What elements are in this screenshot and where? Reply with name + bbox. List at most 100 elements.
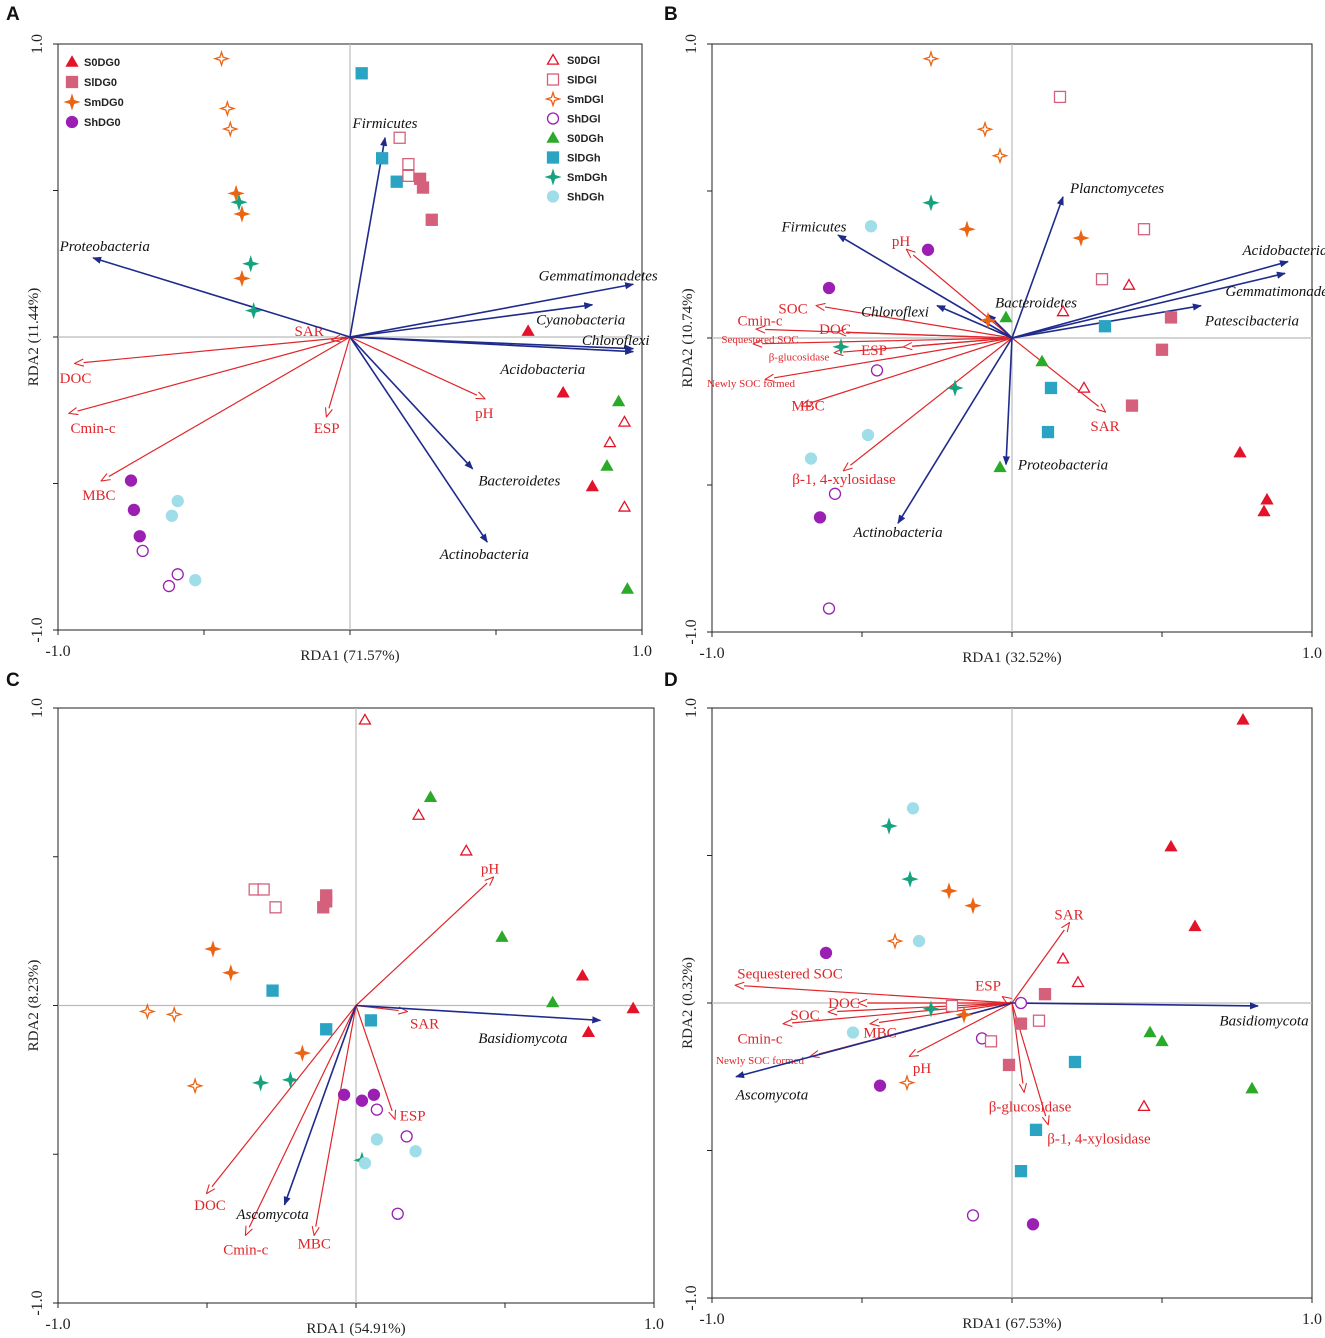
env-label: ESP — [975, 978, 1001, 994]
legend-label: SlDG0 — [84, 77, 117, 89]
x-axis-title: RDA1 (32.52%) — [962, 650, 1061, 666]
sample-point — [358, 1157, 372, 1170]
env-label: Cmin-c — [738, 313, 783, 329]
env-arrow — [904, 337, 1013, 347]
sample-point — [1056, 304, 1070, 317]
sample-point — [320, 1023, 333, 1036]
sample-point — [1095, 273, 1109, 286]
sample-point — [964, 896, 982, 915]
taxon-arrow — [355, 1004, 602, 1024]
sample-point — [822, 281, 836, 295]
sample-point — [1041, 425, 1055, 439]
sample-point — [617, 500, 632, 512]
env-label: DOC — [60, 371, 92, 387]
sample-point — [1164, 311, 1178, 324]
taxon-label: Gemmatimonadetes — [1225, 284, 1325, 300]
sample-point — [364, 1014, 378, 1027]
env-label: DOC — [194, 1198, 226, 1214]
legend-label: SlDGh — [567, 153, 601, 165]
y-tick-label: 1.0 — [683, 698, 700, 718]
taxon-label: Chloroflexi — [582, 333, 650, 349]
taxon-label: Firmicutes — [781, 219, 847, 235]
taxon-label: Ascomycota — [235, 1207, 308, 1223]
sample-point — [162, 579, 176, 593]
taxon-label: Bacteroidetes — [995, 296, 1077, 312]
env-label: MBC — [82, 488, 115, 504]
sample-point — [370, 1103, 384, 1116]
sample-point — [1032, 1014, 1046, 1027]
sample-point — [873, 1079, 887, 1092]
sample-point — [1038, 988, 1052, 1001]
env-label: Cmin-c — [738, 1031, 783, 1047]
taxon-arrow — [1011, 260, 1289, 339]
sample-point — [546, 995, 560, 1008]
sample-point — [423, 790, 438, 803]
sample-point — [495, 930, 509, 942]
env-label: Sequestered SOC — [721, 334, 798, 346]
sample-point — [864, 220, 878, 233]
sample-point — [922, 194, 940, 212]
env-label: SOC — [790, 1008, 819, 1024]
taxon-arrow — [349, 336, 474, 470]
panel-b: B -1.0 1.0 1.0 -1.0 RDA1 (32.52%) RDA2 (10.74%… — [664, 4, 1325, 666]
sample-point — [1014, 996, 1028, 1010]
env-label: β-1, 4-xylosidase — [1047, 1132, 1151, 1148]
y-tick-label: -1.0 — [683, 1285, 700, 1310]
panel-letter: D — [664, 670, 678, 691]
env-arrow — [754, 337, 1013, 344]
taxon-label: Basidiomycota — [1219, 1014, 1308, 1030]
taxon-label: Firmicutes — [352, 116, 418, 132]
sample-point — [846, 1026, 860, 1039]
x-tick-label: -1.0 — [699, 1311, 724, 1328]
legend-label: SmDGl — [567, 94, 604, 106]
env-arrow — [838, 332, 1013, 339]
legend-marker — [546, 53, 560, 65]
taxon-label: Ascomycota — [735, 1087, 808, 1103]
sample-point — [620, 582, 635, 594]
sample-point — [521, 324, 535, 336]
taxon-arrow — [349, 282, 635, 338]
sample-point — [912, 934, 926, 948]
sample-point — [1068, 1055, 1082, 1069]
sample-point — [1233, 445, 1247, 458]
legend-label: ShDGl — [567, 114, 601, 126]
sample-point — [901, 870, 919, 888]
sample-point — [425, 213, 438, 226]
sample-point — [1002, 1058, 1016, 1072]
sample-point — [251, 1074, 270, 1092]
env-label: MBC — [863, 1026, 896, 1042]
panel-c: C -1.0 1.0 1.0 -1.0 RDA1 (54.91%) RDA2 (8.23%)… — [6, 670, 664, 1337]
taxon-label: Cyanobacteria — [536, 312, 625, 328]
sample-point — [922, 1000, 940, 1018]
env-label: SAR — [1090, 419, 1119, 435]
env-arrow — [817, 306, 1013, 339]
y-axis-title: RDA2 (11.44%) — [26, 288, 42, 387]
panel-d: D -1.0 1.0 1.0 -1.0 RDA1 (67.53%) RDA2 (0.32%)… — [664, 670, 1322, 1332]
sample-point — [293, 1044, 312, 1062]
legend-marker — [546, 73, 560, 86]
legend-marker — [63, 93, 81, 111]
taxon-arrow — [936, 304, 1013, 339]
sample-point — [266, 984, 279, 997]
taxon-label: Acidobacteria — [1242, 243, 1325, 259]
x-axis-title: RDA1 (67.53%) — [962, 1316, 1061, 1332]
sample-point — [1029, 1123, 1043, 1136]
sample-point — [991, 147, 1009, 165]
env-label: MBC — [791, 399, 824, 415]
taxon-label: Bacteroidetes — [478, 474, 560, 490]
sample-point — [603, 435, 617, 448]
sample-point — [940, 882, 958, 900]
env-arrow — [766, 337, 1013, 379]
legend-marker — [546, 112, 560, 125]
sample-point — [400, 1130, 413, 1143]
env-label: Sequestered SOC — [737, 967, 842, 983]
env-label: SAR — [295, 324, 324, 340]
env-arrow — [829, 1002, 1013, 1012]
env-arrow — [1011, 923, 1069, 1004]
sample-point — [165, 1005, 183, 1024]
sample-point — [204, 940, 222, 958]
sample-point — [257, 883, 270, 896]
sample-point — [1260, 492, 1274, 505]
env-arrow — [349, 336, 484, 399]
sample-point — [600, 459, 614, 471]
